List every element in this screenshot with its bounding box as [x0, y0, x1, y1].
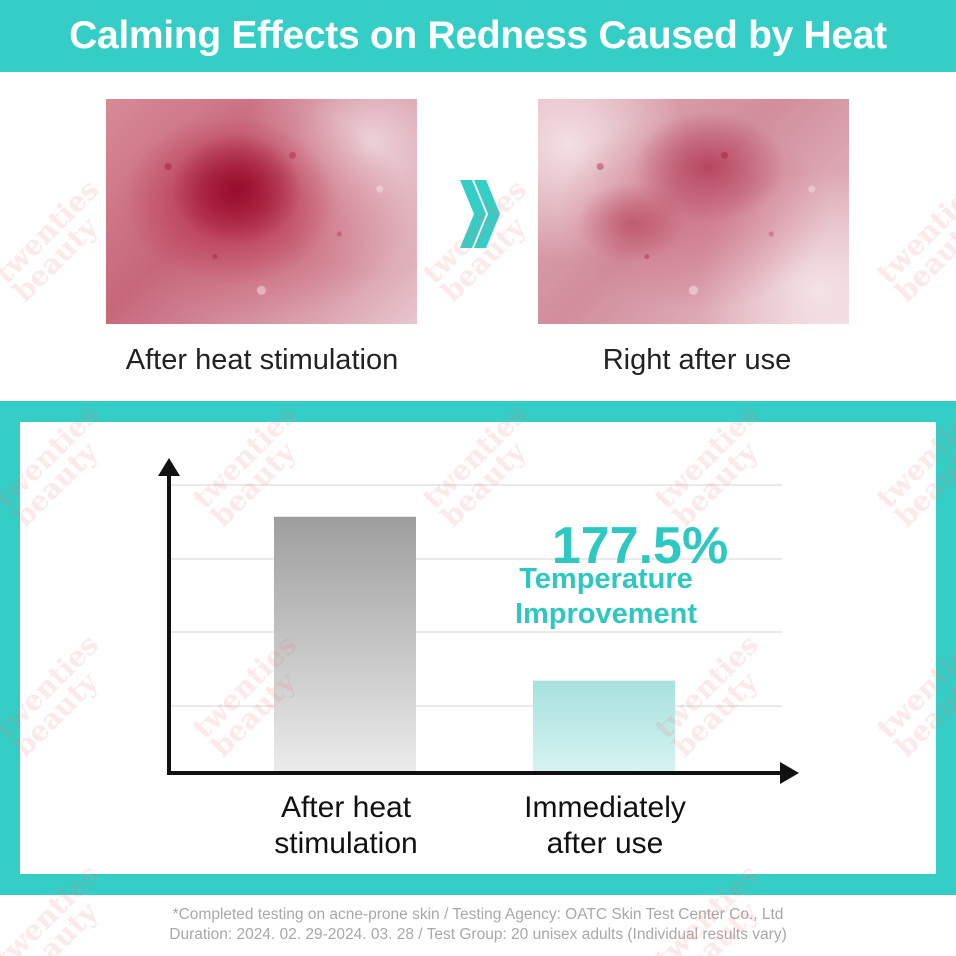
improvement-label: Temperature Improvement — [470, 562, 742, 632]
footnote-line2: Duration: 2024. 02. 29-2024. 03. 28 / Te… — [169, 926, 787, 943]
x-tick-label-after-line1: Immediately — [524, 791, 686, 824]
bar-after-heat-stimulation — [274, 516, 416, 773]
before-photo-caption: After heat stimulation — [125, 344, 399, 376]
chart-panel: 177.5% Temperature Improvement After hea… — [20, 422, 936, 874]
after-photo — [538, 99, 849, 324]
x-tick-label-after-line2: after use — [546, 827, 664, 860]
chart-frame: 177.5% Temperature Improvement After hea… — [0, 401, 956, 895]
bar-immediately-after-use — [533, 680, 675, 773]
skin-texture — [538, 99, 849, 324]
skin-texture — [106, 99, 417, 324]
improvement-label-line1: Temperature — [519, 563, 693, 595]
x-tick-label-before-line1: After heat — [280, 791, 412, 824]
x-tick-label-after: Immediately after use — [485, 790, 725, 862]
improvement-label-line2: Improvement — [514, 598, 698, 630]
after-photo-caption: Right after use — [602, 344, 792, 376]
page-title: Calming Effects on Redness Caused by Hea… — [69, 14, 887, 57]
header-banner: Calming Effects on Redness Caused by Hea… — [0, 0, 956, 72]
bar-chart — [158, 458, 799, 784]
y-axis-arrow-icon — [158, 458, 180, 476]
improvement-value: 177.5% — [551, 517, 729, 575]
footnote: *Completed testing on acne-prone skin / … — [0, 905, 956, 945]
x-tick-label-before-line2: stimulation — [274, 827, 418, 860]
x-tick-label-before: After heat stimulation — [226, 790, 466, 862]
x-axis-arrow-icon — [780, 762, 799, 784]
before-photo — [106, 99, 417, 324]
double-chevron-right-icon — [460, 180, 500, 248]
footnote-line1: *Completed testing on acne-prone skin / … — [172, 906, 784, 923]
